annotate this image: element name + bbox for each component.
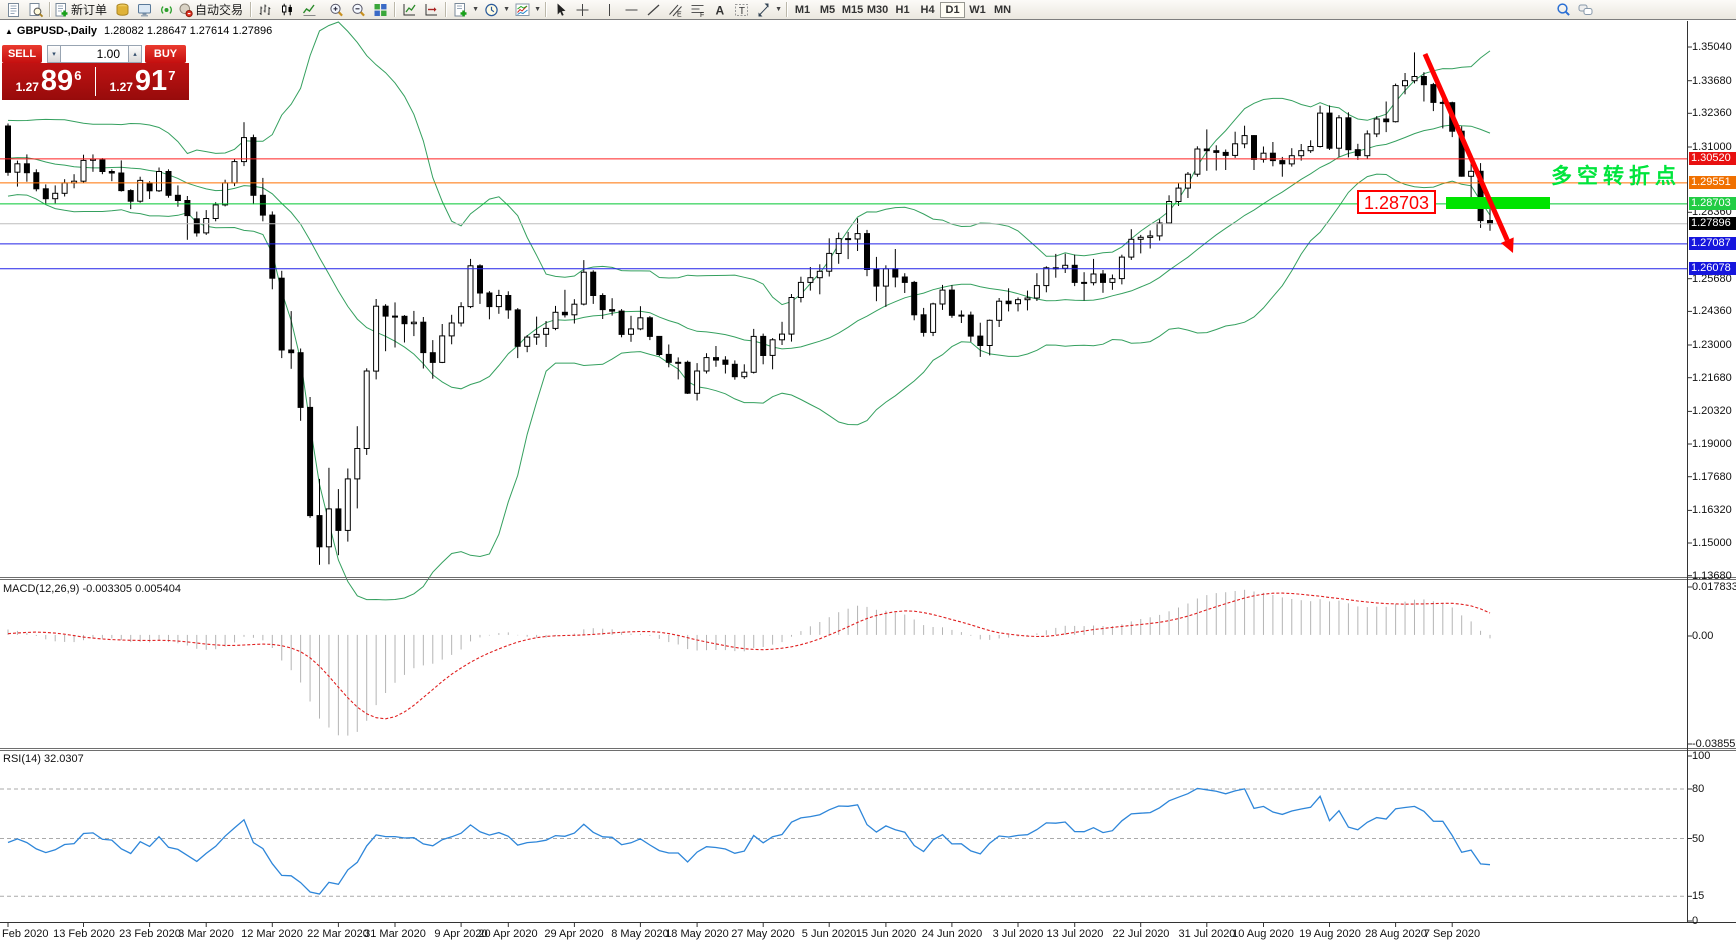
new-order-button[interactable]: 新订单	[53, 1, 111, 19]
period-icon[interactable]	[480, 1, 502, 19]
svg-text:A: A	[715, 3, 724, 17]
volume-increase-button[interactable]: ▴	[128, 45, 142, 63]
crosshair-icon[interactable]	[571, 1, 593, 19]
vertical-line-icon[interactable]	[598, 1, 620, 19]
toolbar-right-icons	[1552, 1, 1596, 19]
bollinger-upper	[7, 21, 1491, 306]
text-label-icon[interactable]: T	[730, 1, 752, 19]
volume-decrease-button[interactable]: ▾	[47, 45, 61, 63]
price-level-flag[interactable]: 1.28703	[1357, 190, 1436, 214]
svg-text:E: E	[677, 11, 682, 18]
bollinger-lower	[7, 173, 1491, 601]
toolbar-separator	[786, 2, 788, 17]
templates-icon[interactable]	[449, 1, 471, 19]
equidistant-channel-icon[interactable]: E	[664, 1, 686, 19]
bollinger-bands	[7, 21, 1491, 601]
toolbar-separator	[49, 2, 50, 17]
macd-signal-line	[7, 592, 1491, 720]
timeframe-D1[interactable]: D1	[940, 1, 966, 18]
cursor-icon[interactable]	[549, 1, 571, 19]
arrows-icon[interactable]	[752, 1, 774, 19]
trendline-icon[interactable]	[642, 1, 664, 19]
timeframe-W1[interactable]: W1	[969, 3, 986, 16]
horizontal-line-icon[interactable]	[620, 1, 642, 19]
ask-price[interactable]: 1.27 91 7	[109, 65, 176, 97]
chart-preview-icon[interactable]	[24, 1, 46, 19]
sell-button[interactable]: SELL	[2, 45, 42, 63]
candles-layer	[5, 52, 1493, 565]
chart-shift-icon[interactable]	[420, 1, 442, 19]
chat-icon[interactable]	[1574, 1, 1596, 19]
indicators-icon[interactable]	[511, 1, 533, 19]
zoom-in-icon[interactable]	[325, 1, 347, 19]
trend-arrow-line[interactable]	[1422, 52, 1510, 242]
chart-ohlc-values: 1.28082 1.28647 1.27614 1.27896	[104, 25, 273, 37]
pane-frame	[0, 21, 1736, 927]
dropdown-caret-icon[interactable]: ▼	[534, 6, 541, 13]
candlestick-chart-icon[interactable]	[276, 1, 298, 19]
turning-point-annotation[interactable]: 多空转折点	[1551, 164, 1681, 188]
tile-windows-icon[interactable]	[369, 1, 391, 19]
dropdown-caret-icon[interactable]: ▼	[503, 6, 510, 13]
timeframe-M1[interactable]: M1	[794, 3, 811, 16]
svg-text:T: T	[738, 5, 744, 16]
toolbar-separator	[394, 2, 396, 17]
price-divider	[95, 67, 96, 96]
dropdown-caret-icon[interactable]: ▼	[472, 6, 479, 13]
timeframe-M30[interactable]: M30	[866, 3, 889, 16]
bollinger-middle	[7, 124, 1491, 390]
zoom-out-icon[interactable]	[347, 1, 369, 19]
bar-chart-icon[interactable]	[254, 1, 276, 19]
signals-icon[interactable]	[155, 1, 177, 19]
text-icon[interactable]: A	[708, 1, 730, 19]
drawn-objects	[1422, 52, 1550, 253]
expert-advisors-icon[interactable]	[111, 1, 133, 19]
terminal-icon[interactable]	[133, 1, 155, 19]
bid-price[interactable]: 1.27 89 6	[15, 65, 82, 97]
fibonacci-icon[interactable]: F	[686, 1, 708, 19]
timeframe-H1[interactable]: H1	[895, 3, 910, 16]
volume-input[interactable]: 1.00	[61, 45, 128, 63]
timeframe-M15[interactable]: M15	[841, 3, 864, 16]
macd-pane	[7, 589, 1491, 736]
line-chart-icon[interactable]	[298, 1, 320, 19]
toolbar: 新订单 自动交易 ▼ ▼ ▼ E F A T ▼ M1 M5 M15 M30 H1 H4 D1 W1 MN	[0, 0, 1736, 20]
toolbar-separator	[545, 2, 547, 17]
highlight-rectangle[interactable]	[1446, 197, 1550, 209]
chart-symbol: GBPUSD-,Daily	[16, 25, 97, 37]
toolbar-separator	[445, 2, 447, 17]
toolbar-separator	[250, 2, 252, 17]
chart-title: ▲ GBPUSD-,Daily 1.28082 1.28647 1.27614 1.…	[5, 25, 272, 37]
panel-collapse-toggle[interactable]: ▲	[5, 27, 13, 36]
autotrading-button[interactable]: 自动交易	[177, 1, 247, 19]
timeframe-MN[interactable]: MN	[993, 3, 1012, 16]
one-click-trading-panel: SELL ▾ 1.00 ▴ BUY 1.27 89 6 1.27 91 7	[2, 45, 189, 100]
buy-button[interactable]: BUY	[145, 45, 186, 63]
dropdown-caret-icon[interactable]: ▼	[775, 6, 782, 13]
chart-window-icon[interactable]	[2, 1, 24, 19]
search-icon[interactable]	[1552, 1, 1574, 19]
rsi-line	[7, 787, 1491, 895]
timeframe-M5[interactable]: M5	[819, 3, 836, 16]
auto-arrange-icon[interactable]	[398, 1, 420, 19]
trend-arrow-head	[1500, 237, 1514, 253]
rsi-pane	[0, 787, 1687, 897]
svg-text:F: F	[700, 12, 704, 18]
timeframe-H4[interactable]: H4	[920, 3, 935, 16]
